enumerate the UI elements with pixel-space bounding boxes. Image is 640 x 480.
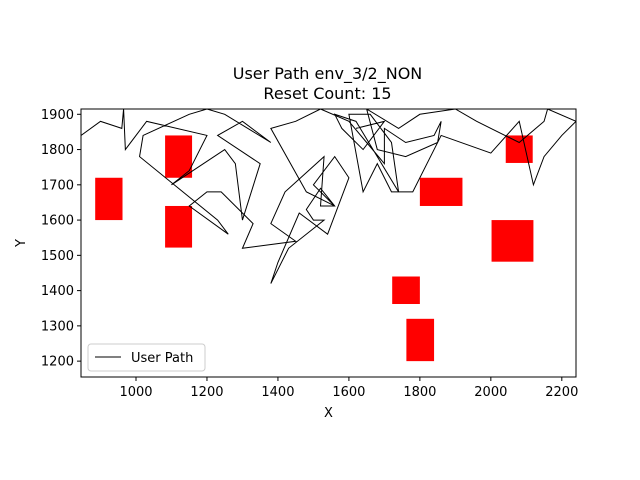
y-tick-label: 1400: [41, 284, 74, 299]
x-tick-label: 2000: [474, 385, 507, 400]
obstacles-layer: [95, 135, 534, 362]
y-tick-label: 1500: [41, 249, 74, 264]
y-tick-label: 1800: [41, 143, 74, 158]
obstacle-7: [392, 276, 420, 305]
x-axis-label: X: [324, 406, 333, 421]
obstacle-2: [165, 135, 193, 178]
series-line-user-path: [81, 109, 576, 284]
x-tick-label: 2200: [545, 385, 578, 400]
y-tick-label: 1200: [41, 355, 74, 370]
legend-label: User Path: [131, 351, 193, 366]
y-tick-label: 1600: [41, 214, 74, 229]
obstacle-1: [95, 177, 123, 221]
plot-frame: [80, 108, 577, 378]
x-tick-label: 1600: [332, 385, 365, 400]
obstacle-5: [505, 135, 533, 163]
chart-subtitle: Reset Count: 15: [263, 84, 391, 103]
y-tick-label: 1900: [41, 108, 74, 123]
x-tick-label: 1800: [403, 385, 436, 400]
legend-box: [87, 343, 206, 372]
obstacle-8: [406, 318, 435, 362]
y-tick-label: 1700: [41, 178, 74, 193]
y-axis: 1200 1300 1400 1500 1600 1700 1800 1900: [41, 108, 81, 370]
y-axis-label: Y: [14, 239, 29, 248]
legend: User Path: [87, 343, 206, 372]
chart-title: User Path env_3/2_NON: [233, 64, 423, 84]
y-tick-label: 1300: [41, 319, 74, 334]
obstacle-3: [165, 205, 193, 248]
user-path-layer: [81, 109, 576, 284]
x-tick-label: 1000: [119, 385, 152, 400]
obstacle-6: [491, 220, 534, 262]
x-tick-label: 1400: [261, 385, 294, 400]
x-axis: 1000 1200 1400 1600 1800 2000 2200: [119, 377, 578, 400]
x-tick-label: 1200: [190, 385, 223, 400]
obstacle-4: [419, 177, 463, 206]
